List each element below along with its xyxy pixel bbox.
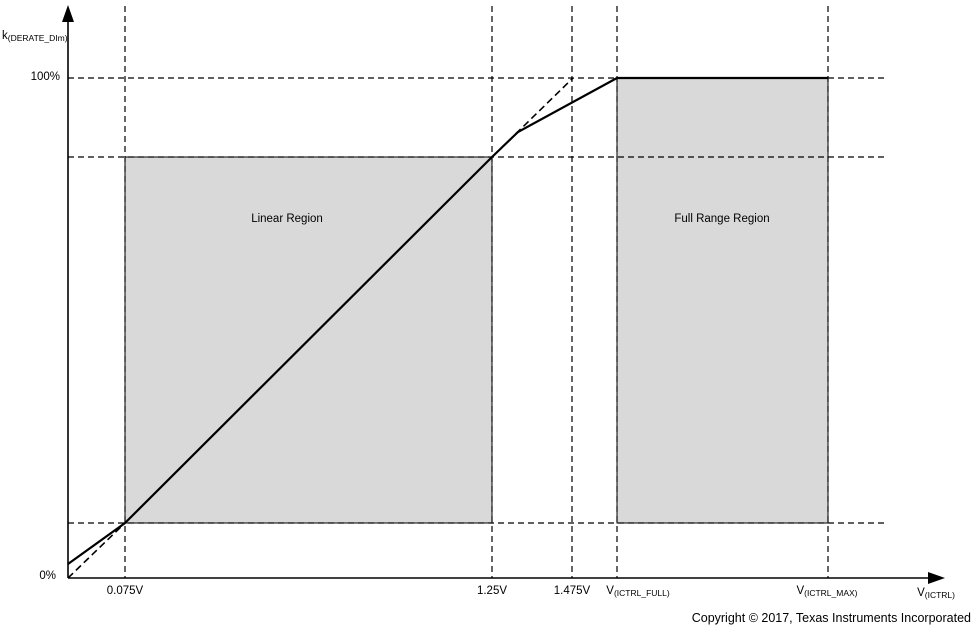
full-range-region-label: Full Range Region [674, 213, 770, 225]
y-tick-0: 0% [39, 570, 56, 582]
linear-region-label: Linear Region [251, 213, 323, 225]
y-axis-label-sub: (DERATE_DIm) [7, 33, 68, 43]
x-tick-0075: 0.075V [106, 585, 144, 597]
y-axis-label-main: k [2, 30, 8, 42]
derate-curve-line [67, 76, 828, 565]
y-tick-100: 100% [30, 71, 60, 83]
x-tick-125: 1.25V [476, 585, 508, 597]
full-range-region-box [616, 77, 829, 524]
x-axis-label-main: V [917, 587, 925, 599]
y-axis-label: k(DERATE_DIm) [2, 29, 68, 43]
x-axis-label: V(ICTRL) [880, 586, 955, 600]
linear-region-border [124, 156, 493, 524]
x-axis-arrow-icon [928, 572, 945, 584]
x-tick-1475: 1.475V [553, 585, 591, 597]
x-tick-ictrl-full: V(ICTRL_FULL) [606, 585, 670, 598]
y-axis-arrow-icon [62, 5, 74, 22]
copyright-text: Copyright © 2017, Texas Instruments Inco… [691, 611, 971, 625]
x-axis-label-sub: (ICTRL) [924, 590, 955, 600]
ideal-linear-dashed-line [67, 77, 574, 579]
x-tick-ictrl-max: V(ICTRL_MAX) [796, 585, 858, 598]
